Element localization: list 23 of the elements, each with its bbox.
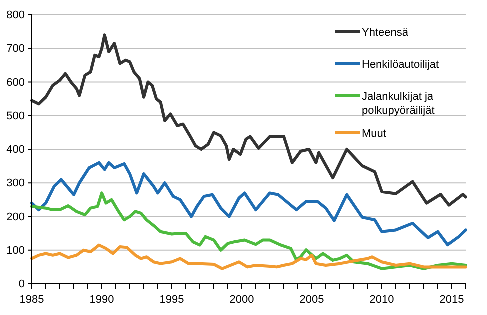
legend-label: Jalankulkijat ja polkupyöräilijät [362, 91, 435, 117]
y-tick-label: 800 [6, 10, 25, 22]
x-tick-label: 1985 [20, 294, 44, 306]
legend-label: Muut [362, 128, 386, 140]
legend-label: Yhteensä [362, 27, 410, 39]
y-tick-label: 400 [6, 144, 25, 156]
x-tick-label: 1990 [90, 294, 114, 306]
x-tick-label: 1995 [160, 294, 184, 306]
y-tick-label: 200 [6, 211, 25, 224]
x-tick-label: 2010 [370, 294, 394, 306]
line-series [30, 161, 468, 246]
y-tick-label: 500 [6, 110, 25, 122]
x-tick-label: 2015 [440, 294, 464, 306]
line-series [30, 192, 468, 270]
y-tick-label: 0 [18, 278, 25, 291]
y-tick-label: 300 [6, 178, 25, 190]
x-tick-label: 2000 [230, 294, 254, 306]
y-tick-label: 700 [6, 43, 25, 56]
line-series [30, 244, 468, 270]
y-tick-label: 100 [6, 244, 25, 257]
y-tick-label: 600 [6, 76, 25, 89]
legend-label: Henkilöautoilijat [362, 59, 440, 71]
x-tick-label: 2005 [300, 294, 324, 306]
